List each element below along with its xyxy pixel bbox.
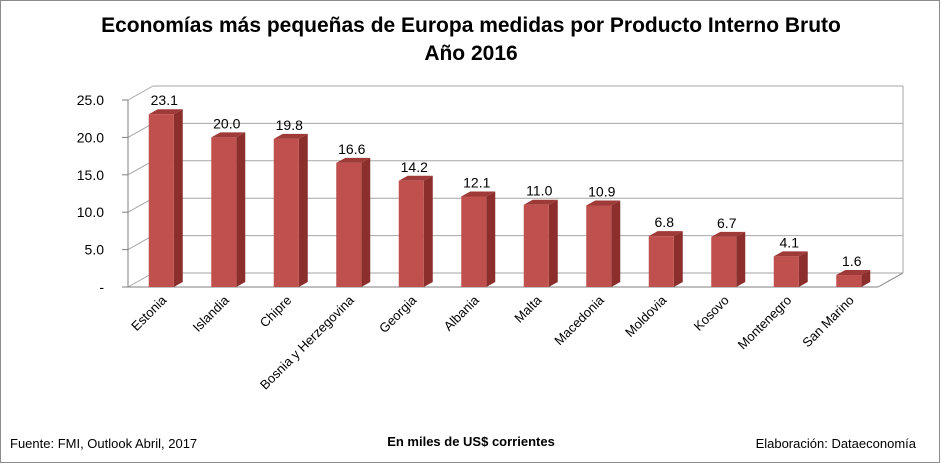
bar-side [798, 251, 808, 287]
bar-top [586, 200, 621, 206]
bar-top [398, 175, 433, 181]
bar [461, 196, 487, 287]
bar-side [298, 133, 308, 287]
bar-side [736, 231, 746, 287]
data-label: 4.1 [780, 234, 800, 250]
y-tick-label: 5.0 [85, 242, 105, 258]
bar-side [861, 270, 871, 287]
x-tick-label: Moldovia [622, 292, 670, 340]
x-tick-label: Albania [441, 292, 483, 334]
data-label: 6.7 [717, 215, 737, 231]
chart-title-block: Economías más pequeñas de Europa medidas… [0, 12, 942, 68]
data-label: 23.1 [151, 92, 178, 108]
bar-top [773, 251, 808, 257]
y-tick-label: 25.0 [77, 92, 104, 108]
chart-subtitle: Año 2016 [424, 42, 518, 65]
y-tick-label: - [99, 279, 104, 295]
x-tick-label: Kosovo [691, 293, 732, 334]
bar-top [148, 109, 183, 115]
bar-top [273, 133, 308, 139]
data-label: 10.9 [588, 183, 615, 199]
x-tick-label: Macedonia [551, 292, 607, 348]
bar-top [336, 157, 371, 163]
x-tick-label: Georgia [376, 292, 420, 336]
x-tick-label: Islandia [190, 292, 233, 335]
data-label: 11.0 [526, 183, 552, 199]
bar-side [423, 175, 433, 287]
bar [586, 205, 612, 287]
bar-top [523, 199, 558, 205]
bar [773, 256, 799, 287]
bar-top [836, 270, 871, 276]
bar [148, 114, 174, 287]
x-tick-label: San Marino [799, 293, 857, 351]
bar-side [548, 199, 558, 287]
bar-top [711, 231, 746, 237]
chart-title: Economías más pequeñas de Europa medidas… [101, 14, 841, 37]
bar-side [486, 191, 496, 287]
bar-side [236, 132, 246, 287]
bar [648, 236, 674, 287]
x-tick-label: Chipre [257, 293, 295, 331]
bar [523, 204, 549, 287]
bar [273, 138, 299, 287]
bar-top [211, 132, 246, 138]
data-label: 12.1 [463, 174, 490, 190]
x-tick-label: Montenegro [735, 293, 795, 353]
bar-top [648, 231, 683, 237]
bar-top [461, 191, 496, 197]
data-label: 19.8 [276, 117, 303, 133]
bar [211, 137, 237, 287]
source-note: Fuente: FMI, Outlook Abril, 2017 [10, 436, 198, 451]
gridline-depth [127, 85, 154, 101]
data-label: 1.6 [842, 253, 862, 269]
x-tick-label: Estonia [128, 292, 170, 334]
units-note: En miles de US$ corrientes [387, 434, 555, 449]
y-tick-label: 15.0 [77, 167, 104, 183]
bar [836, 275, 862, 287]
bar-side [673, 231, 683, 287]
y-tick-label: 10.0 [77, 204, 104, 220]
bar-side [361, 157, 371, 287]
data-label: 16.6 [338, 141, 365, 157]
data-label: 20.0 [213, 115, 240, 131]
y-tick-label: 20.0 [77, 129, 104, 145]
bar [336, 162, 362, 287]
data-label: 6.8 [655, 214, 675, 230]
credit-note: Elaboración: Dataeconomía [755, 436, 916, 451]
x-tick-label: Malta [511, 292, 545, 326]
bar [398, 180, 424, 287]
floor-edge [877, 272, 904, 288]
bar [711, 236, 737, 287]
data-label: 14.2 [401, 159, 428, 175]
bar-side [611, 200, 621, 287]
bar-side [173, 109, 183, 287]
